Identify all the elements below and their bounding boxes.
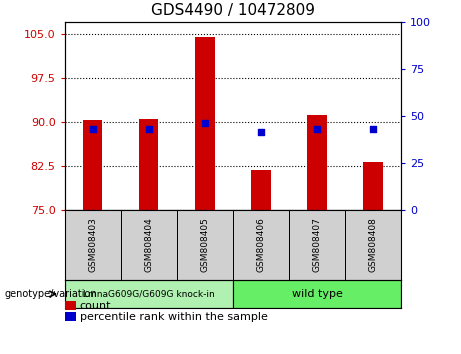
Bar [65, 312, 76, 320]
Text: GSM808405: GSM808405 [200, 218, 209, 273]
Title: GDS4490 / 10472809: GDS4490 / 10472809 [151, 3, 315, 18]
FancyBboxPatch shape [121, 210, 177, 280]
FancyBboxPatch shape [65, 210, 121, 280]
Point [313, 126, 321, 132]
FancyBboxPatch shape [233, 210, 289, 280]
Bar [195, 37, 214, 210]
Text: GSM808406: GSM808406 [256, 218, 266, 273]
Bar [251, 170, 271, 210]
Text: wild type: wild type [291, 289, 343, 299]
Text: GSM808407: GSM808407 [313, 218, 321, 273]
Text: GSM808403: GSM808403 [88, 218, 97, 273]
Bar [83, 120, 102, 210]
FancyBboxPatch shape [177, 210, 233, 280]
Text: LmnaG609G/G609G knock-in: LmnaG609G/G609G knock-in [83, 290, 214, 298]
FancyBboxPatch shape [65, 280, 233, 308]
Bar [139, 119, 159, 210]
Point [369, 126, 377, 132]
Text: GSM808408: GSM808408 [368, 218, 378, 273]
Bar [65, 301, 76, 310]
Bar [307, 115, 327, 210]
Point [257, 129, 265, 135]
Text: count: count [80, 301, 111, 311]
Point [145, 126, 152, 132]
Point [89, 126, 96, 132]
Text: percentile rank within the sample: percentile rank within the sample [80, 312, 268, 322]
Text: GSM808404: GSM808404 [144, 218, 153, 272]
Point [201, 120, 208, 126]
FancyBboxPatch shape [233, 280, 401, 308]
FancyBboxPatch shape [345, 210, 401, 280]
Bar [363, 162, 383, 210]
FancyBboxPatch shape [289, 210, 345, 280]
Text: genotype/variation: genotype/variation [5, 289, 97, 299]
